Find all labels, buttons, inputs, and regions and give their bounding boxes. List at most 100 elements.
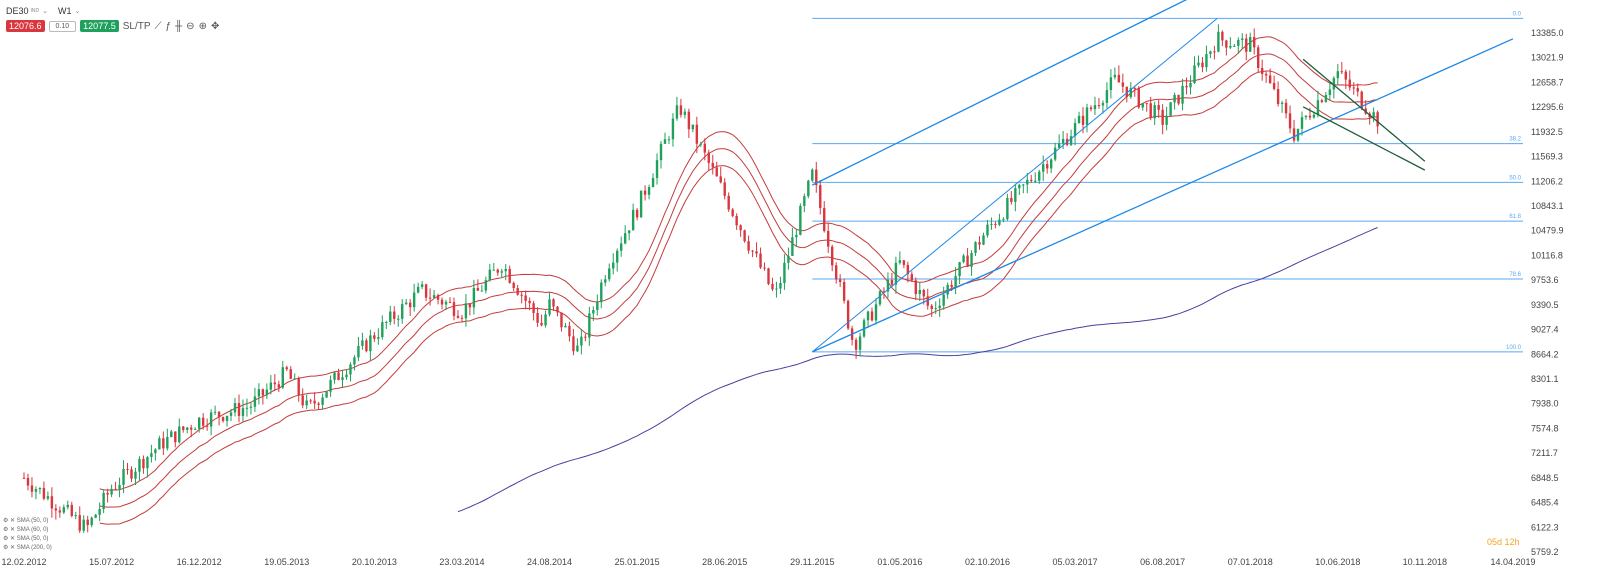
zoom-out-icon[interactable]: ⊖ [186,20,195,32]
candle [1109,69,1113,99]
candle [623,225,627,245]
candle [468,303,472,316]
candle [1253,28,1256,55]
candle [349,362,352,382]
candle [26,473,30,491]
candle [584,333,587,342]
fib-level-label: 61.8 [1509,214,1521,220]
candle [162,431,165,456]
candle [580,329,583,355]
candle [524,290,527,310]
fib-level-label: 78.6 [1509,272,1521,278]
price-tick-label: 11569.3 [1531,152,1563,162]
candlesticks [22,24,1379,533]
candle [556,305,559,317]
candle [205,418,209,431]
candle [1225,39,1228,56]
candle [329,375,332,397]
candle [675,96,679,121]
candle [1042,155,1045,181]
zoom-in-icon[interactable]: ⊕ [198,20,207,32]
candle [600,279,603,309]
candle [190,424,193,438]
indicators-icon[interactable]: ƒ [165,20,172,32]
candle [695,116,699,154]
candle [854,337,858,359]
drawn-trendlines[interactable] [811,0,1514,353]
candle [755,242,758,258]
date-tick-label: 28.06.2015 [702,557,747,567]
candle [496,268,499,276]
candle [731,207,734,218]
candle [970,250,973,276]
candle [827,223,830,254]
chevron-down-icon[interactable]: ⌄ [42,8,49,15]
candle [261,388,265,405]
candle [265,383,269,400]
candle [1173,92,1176,110]
line-chart-icon[interactable]: ⟋ [154,20,162,32]
candle [747,235,750,254]
date-tick-label: 05.03.2017 [1053,557,1098,567]
candle [1260,59,1264,81]
candle [719,166,722,184]
candle [90,516,93,528]
fib-level-label: 100.0 [1506,345,1522,351]
candle [560,312,563,332]
candle [1245,33,1248,61]
candle [548,292,551,317]
candle [898,251,902,265]
fibonacci-retracement[interactable]: 0.0 38.2 50.0 61.8 78.6 100.0 [812,11,1523,353]
symbol-row: DE30 IND ⌄ W1 ⌄ [6,6,80,16]
price-axis[interactable]: 13385.0 13021.9 12658.7 12295.6 11932.5 11569… [1531,28,1564,557]
candle [791,227,794,256]
candle [842,278,846,304]
chevron-down-icon[interactable]: ⌄ [74,8,81,15]
lot-size-input[interactable]: 0.10 [48,20,77,32]
candle [544,310,547,328]
candle [1077,111,1081,124]
candle [1352,82,1355,95]
candle [1117,65,1121,83]
indicator-item[interactable]: ⚙ ✕ SMA (200, 0) [3,545,52,551]
candle [313,392,316,409]
candle-type-icon[interactable]: ╫ [175,20,183,32]
pennant-upper-line[interactable] [1302,58,1426,162]
candle [114,481,117,491]
channel-upper-line[interactable] [812,0,1217,186]
candle [691,124,695,133]
price-tick-label: 10116.8 [1531,250,1563,260]
symbol-name[interactable]: DE30 [6,6,29,16]
crosshair-icon[interactable]: ✥ [210,20,220,32]
date-tick-label: 19.05.2013 [264,557,309,567]
candle [480,284,484,292]
indicator-item[interactable]: ⚙ ✕ SMA (50, 0) [3,518,49,524]
candle [866,310,870,329]
sl-tp-button[interactable]: SL/TP [122,20,151,32]
candle [516,284,519,296]
candle [886,272,890,299]
timeframe-selector[interactable]: W1 [58,6,72,16]
channel-lower-line[interactable] [812,38,1514,353]
candle [1121,73,1125,94]
indicator-label: SMA (50, 0) [16,536,49,542]
time-axis[interactable]: 12.02.2012 15.07.2012 16.12.2012 19.05.2013… [1,557,1535,567]
candle [711,154,714,175]
price-tick-label: 7938.0 [1531,399,1559,409]
sell-button[interactable]: 12076.6 [6,20,45,32]
indicator-item[interactable]: ⚙ ✕ SMA (50, 0) [3,536,49,542]
channel-mid-line[interactable] [811,17,1218,353]
indicator-list: ⚙ ✕ SMA (50, 0) ⚙ ✕ SMA (60, 0) ⚙ ✕ SMA … [3,517,52,553]
candle [787,247,790,270]
candle [1256,45,1260,73]
candle [201,413,205,430]
candle [150,444,153,463]
candle [520,291,523,304]
candle [966,248,969,268]
buy-button[interactable]: 12077.5 [80,20,119,32]
candle [962,253,965,264]
date-tick-label: 10.11.2018 [1403,557,1447,567]
pennant-lower-line[interactable] [1302,106,1426,171]
indicator-item[interactable]: ⚙ ✕ SMA (60, 0) [3,527,49,533]
